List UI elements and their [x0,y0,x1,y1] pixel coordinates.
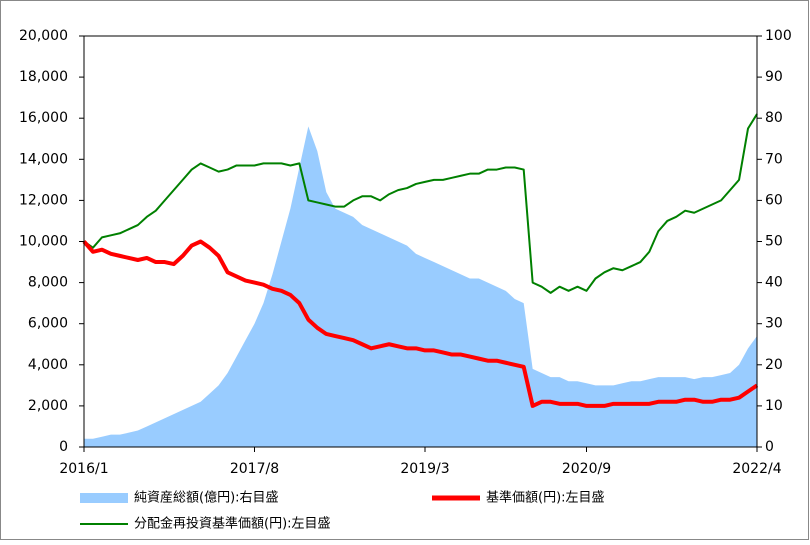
y-tick-label: 6,000 [28,316,68,332]
x-tick-label: 2022/4 [732,461,781,477]
y2-tick-label: 70 [765,151,783,167]
x-tick-label: 2020/9 [562,461,611,477]
y2-tick-label: 10 [765,398,783,414]
line [83,113,758,294]
y2-tick-label: 50 [765,234,783,250]
area [84,126,757,448]
x-tick-label: 2019/3 [400,461,449,477]
y2-tick-label: 20 [765,357,783,373]
y-tick-label: 18,000 [19,69,68,85]
y2-tick-label: 0 [765,439,774,455]
y-tick-label: 20,000 [19,28,68,44]
y2-tick-label: 80 [765,110,783,126]
y-tick-label: 10,000 [19,234,68,250]
legend-label: 純資産総額(億円):右目盛 [134,490,279,506]
y2-tick-label: 90 [765,69,783,85]
line [82,239,759,408]
legend-swatch [80,493,128,503]
y2-tick-label: 60 [765,192,783,208]
y-tick-label: 0 [59,439,68,455]
x-tick-label: 2016/1 [59,461,108,477]
y-tick-label: 4,000 [28,357,68,373]
y-tick-label: 8,000 [28,275,68,291]
y-tick-label: 12,000 [19,192,68,208]
y-tick-label: 14,000 [19,151,68,167]
y2-tick-label: 100 [765,28,792,44]
y2-tick-label: 30 [765,316,783,332]
y-tick-label: 2,000 [28,398,68,414]
legend-label: 分配金再投資基準価額(円):左目盛 [134,516,331,532]
legend-label: 基準価額(円):左目盛 [486,490,605,506]
y-tick-label: 16,000 [19,110,68,126]
x-tick-label: 2017/8 [230,461,279,477]
y2-tick-label: 40 [765,275,783,291]
